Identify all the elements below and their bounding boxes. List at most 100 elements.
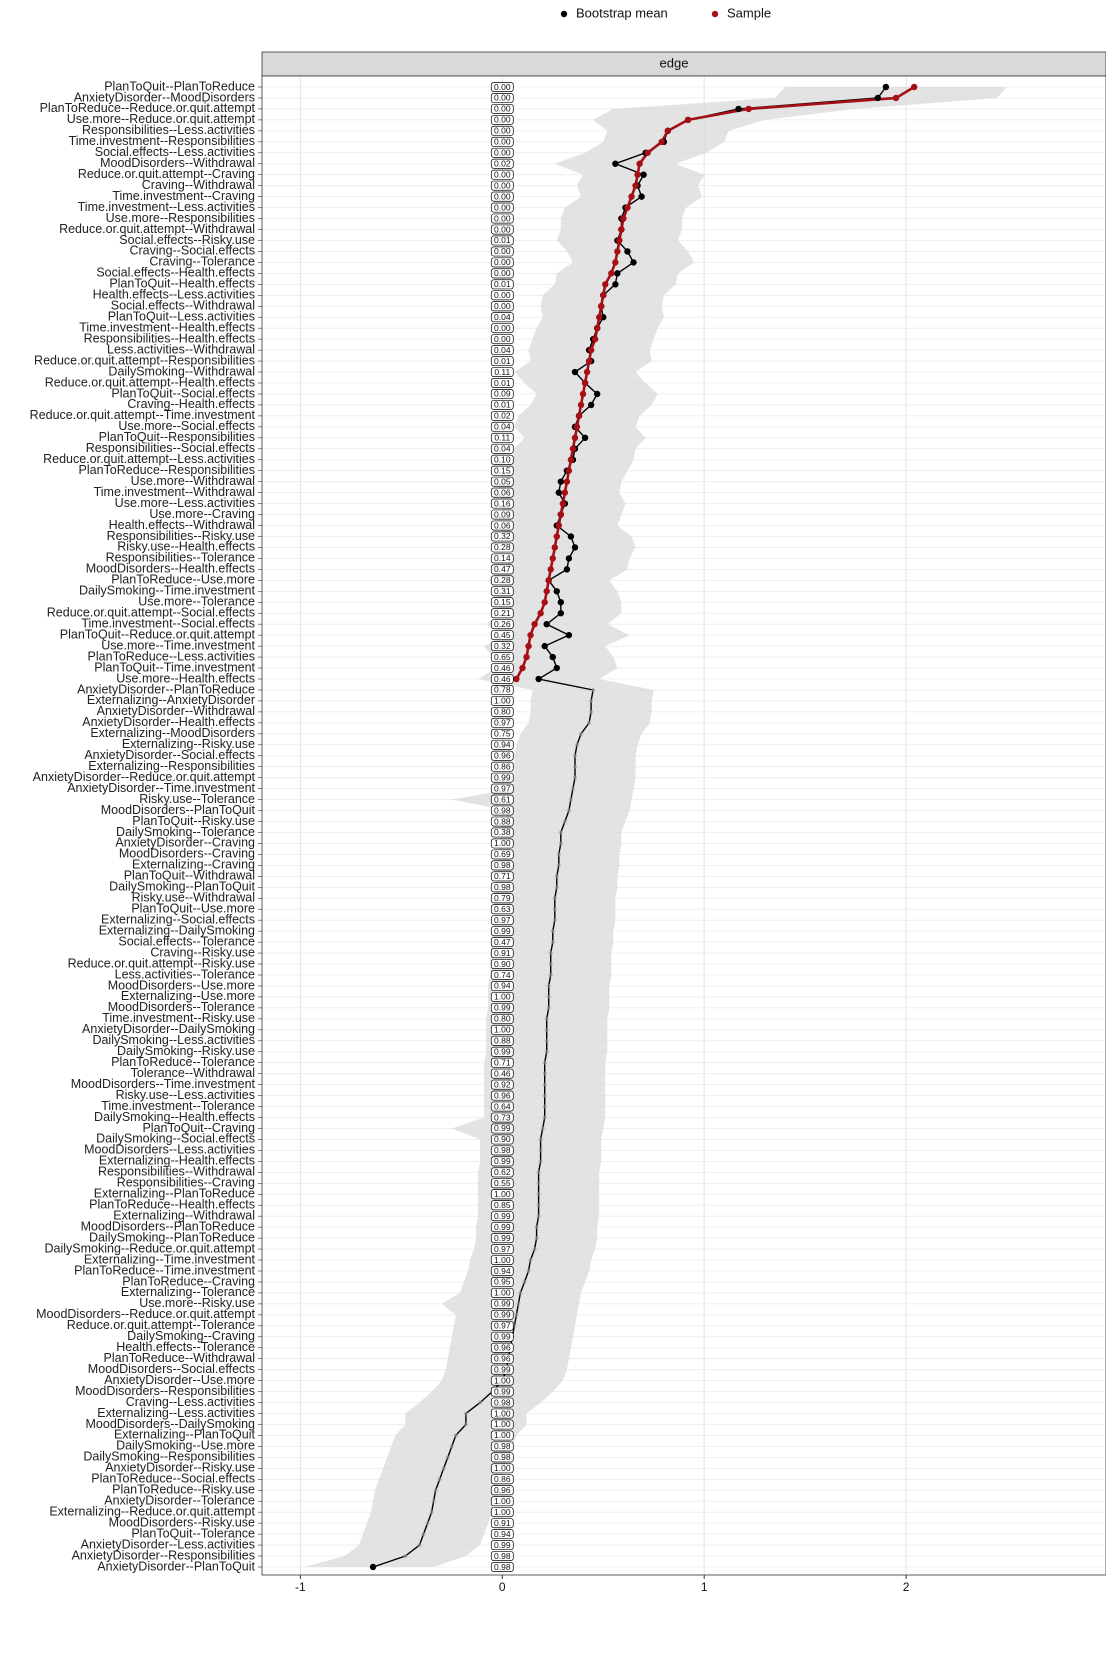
p-box [490, 1211, 514, 1222]
series-point [634, 171, 641, 178]
legend-marker [560, 10, 568, 18]
p-label: 0.01 [494, 356, 511, 366]
series-point [542, 1093, 547, 1098]
y-tick-label: MoodDisorders--PlanToReduce [81, 1219, 255, 1233]
series-point [628, 193, 635, 200]
y-tick-label: MoodDisorders--DailySmoking [86, 1417, 256, 1431]
p-label: 0.46 [494, 1068, 511, 1078]
p-box [490, 685, 514, 695]
p-box [490, 1331, 514, 1342]
y-tick-label: Externalizing--Responsibilities [88, 759, 255, 773]
p-label: 0.00 [494, 202, 511, 212]
p-label: 0.96 [494, 1342, 511, 1352]
series-point [536, 1170, 541, 1175]
p-label: 0.09 [494, 389, 511, 399]
series-point [684, 116, 692, 124]
y-tick-label: Use.more--Craving [149, 507, 255, 521]
p-box [490, 674, 514, 684]
series-point [548, 973, 553, 977]
p-label: 0.88 [494, 1036, 511, 1046]
p-label: 0.98 [494, 1452, 511, 1462]
series-point [544, 1016, 549, 1021]
p-box [490, 1309, 514, 1320]
p-box [490, 158, 514, 169]
series-point [527, 631, 534, 639]
y-tick-label: PlanToReduce--Withdrawal [104, 1351, 255, 1365]
series-point [630, 259, 637, 266]
p-box [490, 323, 514, 334]
series-point [575, 412, 583, 420]
y-tick-label: Externalizing--Reduce.or.quit.attempt [49, 1504, 255, 1518]
series-point [449, 1444, 454, 1449]
p-box [490, 465, 514, 476]
p-box [490, 1002, 514, 1013]
series-point [534, 1225, 539, 1230]
y-tick-label: PlanToQuit--Less.activities [108, 310, 255, 324]
p-box [490, 1123, 514, 1134]
p-box [490, 1112, 514, 1123]
y-tick-label: Responsibilities--Craving [117, 1176, 255, 1190]
y-tick-label: Externalizing--Risky.use [122, 737, 255, 751]
p-label: 0.01 [494, 400, 511, 410]
x-tick-label: 2 [903, 1580, 910, 1594]
y-tick-label: PlanToQuit--Use.more [131, 902, 255, 916]
y-tick-label: AnxietyDisorder--PlanToQuit [97, 1559, 255, 1573]
p-box [490, 575, 514, 586]
p-box [490, 202, 514, 213]
series-point [620, 215, 627, 222]
p-box [490, 970, 514, 980]
p-label: 0.97 [494, 783, 511, 793]
series-point [572, 764, 577, 769]
series-point [571, 544, 579, 551]
p-label: 0.92 [494, 1079, 511, 1089]
p-box [490, 147, 514, 158]
series-point [570, 786, 575, 791]
series-point [910, 83, 918, 91]
y-tick-label: Use.more--Risky.use [139, 1296, 255, 1310]
p-box [490, 498, 514, 509]
y-tick-label: DailySmoking--Craving [127, 1329, 255, 1343]
y-tick-label: Externalizing--PlanToQuit [114, 1428, 256, 1442]
p-box [490, 389, 514, 399]
series-point [543, 620, 550, 628]
p-label: 0.14 [494, 553, 511, 563]
y-tick-label: MoodDisorders--Social.effects [88, 1362, 255, 1376]
y-tick-label: PlanToQuit--Risky.use [132, 814, 255, 828]
p-label: 0.90 [494, 1134, 511, 1144]
series-point [514, 1312, 519, 1317]
series-point [882, 83, 890, 91]
p-box [490, 410, 514, 421]
y-tick-label: Social.effects--Tolerance [118, 934, 255, 948]
p-box [490, 608, 514, 619]
p-box [490, 882, 514, 893]
series-point [525, 642, 532, 650]
series-point [537, 610, 544, 617]
series-point [591, 687, 596, 692]
y-tick-label: AnxietyDisorder--Time.investment [67, 781, 255, 795]
series-point [602, 281, 609, 288]
p-label: 0.97 [494, 1321, 511, 1331]
p-label: 0.63 [494, 904, 511, 914]
p-box [490, 1035, 514, 1046]
series-point [546, 1005, 551, 1010]
y-tick-label: PlanToReduce--Risky.use [112, 1483, 255, 1497]
p-label: 0.98 [494, 805, 511, 815]
p-box [490, 312, 514, 323]
p-label: 0.96 [494, 1485, 511, 1495]
series-point [513, 675, 520, 683]
p-label: 0.64 [494, 1101, 511, 1111]
y-tick-label: Less.activities--Withdrawal [107, 342, 255, 356]
series-point [542, 1082, 547, 1087]
series-point [552, 918, 557, 923]
p-box [490, 816, 514, 827]
p-label: 0.04 [494, 444, 511, 454]
y-tick-label: Time.investment--Less.activities [78, 200, 255, 214]
series-point [542, 1115, 547, 1120]
series-point [544, 1049, 549, 1054]
y-tick-label: Craving--Health.effects [127, 397, 255, 411]
y-tick-label: DailySmoking--Social.effects [96, 1132, 255, 1146]
series-point [664, 127, 672, 135]
p-box [490, 1189, 514, 1200]
p-label: 0.99 [494, 1332, 511, 1342]
series-point [437, 1477, 442, 1482]
